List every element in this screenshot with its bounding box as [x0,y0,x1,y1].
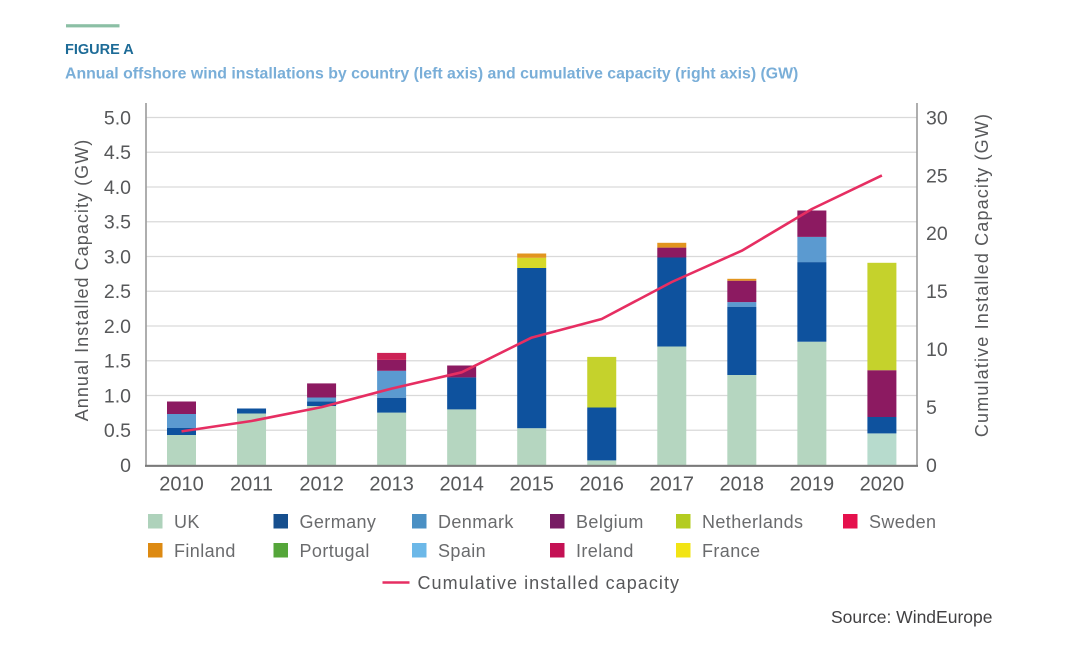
svg-text:0: 0 [926,455,937,477]
svg-text:4.0: 4.0 [104,177,131,199]
svg-text:25: 25 [926,165,948,187]
svg-text:10: 10 [926,339,948,361]
svg-text:2017: 2017 [650,473,695,495]
svg-text:2011: 2011 [230,473,273,495]
svg-text:Belgium: Belgium [576,512,644,532]
svg-text:30: 30 [926,107,948,129]
svg-text:1.0: 1.0 [104,385,131,407]
svg-text:3.0: 3.0 [104,246,131,268]
svg-text:Cumulative Installed Capacity: Cumulative Installed Capacity (GW) [972,113,992,437]
svg-text:0: 0 [120,455,131,477]
svg-text:FIGURE A: FIGURE A [65,42,134,58]
svg-text:Cumulative installed capacity: Cumulative installed capacity [418,573,681,593]
svg-text:5: 5 [926,397,937,419]
svg-text:4.5: 4.5 [104,142,131,164]
svg-text:2016: 2016 [579,473,624,495]
svg-text:20: 20 [926,223,948,245]
svg-text:1.5: 1.5 [104,351,131,373]
svg-text:5.0: 5.0 [104,107,131,129]
svg-text:France: France [702,541,760,561]
svg-text:Denmark: Denmark [438,512,514,532]
svg-text:2019: 2019 [790,473,835,495]
svg-text:15: 15 [926,281,948,303]
svg-text:UK: UK [174,512,200,532]
svg-text:3.5: 3.5 [104,212,131,234]
svg-text:2013: 2013 [369,473,414,495]
svg-text:Netherlands: Netherlands [702,512,803,532]
svg-text:2014: 2014 [439,473,484,495]
svg-text:2015: 2015 [509,473,554,495]
svg-text:2.0: 2.0 [104,316,131,338]
svg-text:Annual Installed Capacity (GW): Annual Installed Capacity (GW) [72,139,92,422]
svg-text:Spain: Spain [438,541,486,561]
svg-text:Finland: Finland [174,541,236,561]
svg-text:Ireland: Ireland [576,541,634,561]
svg-text:2012: 2012 [299,473,344,495]
svg-text:Germany: Germany [300,512,377,532]
svg-text:Sweden: Sweden [869,512,936,532]
svg-text:Annual offshore wind installat: Annual offshore wind installations by co… [65,66,798,83]
svg-text:2018: 2018 [720,473,765,495]
svg-text:Portugal: Portugal [300,541,370,561]
svg-text:2010: 2010 [159,473,204,495]
svg-text:2020: 2020 [860,473,905,495]
svg-text:2.5: 2.5 [104,281,131,303]
svg-text:Source: WindEurope: Source: WindEurope [831,607,992,627]
svg-text:0.5: 0.5 [104,420,131,442]
